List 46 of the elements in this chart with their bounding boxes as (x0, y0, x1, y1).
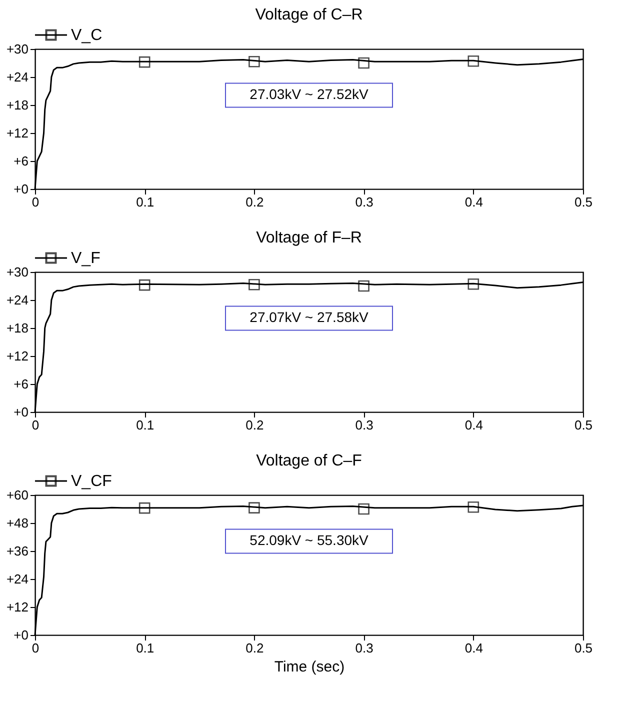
y-tick-label: +0 (14, 404, 28, 420)
x-tick-label: 0 (32, 418, 40, 432)
x-tick-label: 0.2 (246, 418, 264, 432)
x-tick-label: 0.2 (246, 640, 264, 656)
y-tick-label: +24 (6, 292, 28, 308)
annotation: 52.09kV ~ 55.30kV (250, 532, 370, 548)
x-tick-label: 0.4 (464, 194, 483, 210)
y-tick-label: +30 (6, 264, 28, 280)
x-axis-title: Time (sec) (274, 658, 345, 676)
chart-title: Voltage of C–F (256, 452, 362, 470)
y-tick-label: +12 (6, 126, 28, 140)
legend-label: V_C (71, 27, 102, 44)
x-tick-label: 0 (32, 194, 40, 210)
y-tick-label: +18 (6, 98, 28, 112)
y-tick-label: +24 (6, 70, 28, 84)
y-tick-label: +36 (6, 544, 28, 558)
x-tick-label: 0.4 (464, 640, 483, 656)
x-tick-label: 0.3 (355, 640, 374, 656)
legend-label: V_CF (71, 473, 112, 490)
x-tick-label: 0 (32, 640, 40, 656)
y-tick-label: +60 (6, 488, 28, 502)
x-tick-label: 0.3 (355, 418, 374, 432)
y-tick-label: +6 (14, 376, 28, 392)
annotation: 27.03kV ~ 27.52kV (250, 86, 370, 102)
y-tick-label: +24 (6, 572, 28, 586)
x-tick-label: 0.1 (136, 194, 154, 210)
x-tick-label: 0.5 (574, 418, 593, 432)
y-tick-label: +48 (6, 516, 28, 530)
x-tick-label: 0.2 (246, 194, 264, 210)
x-tick-label: 0.5 (574, 194, 593, 210)
y-tick-label: +0 (14, 182, 28, 196)
y-tick-label: +18 (6, 320, 28, 336)
x-tick-label: 0.3 (355, 194, 374, 210)
y-tick-label: +6 (14, 154, 28, 168)
x-tick-label: 0.5 (574, 640, 593, 656)
y-tick-label: +0 (14, 628, 28, 642)
x-tick-label: 0.1 (136, 640, 154, 656)
legend-label: V_F (71, 250, 101, 267)
annotation: 27.07kV ~ 27.58kV (250, 309, 370, 326)
x-tick-label: 0.4 (464, 418, 483, 432)
y-tick-label: +12 (6, 600, 28, 614)
y-tick-label: +30 (6, 42, 28, 56)
chart-title: Voltage of F–R (256, 229, 362, 246)
x-tick-label: 0.1 (136, 418, 154, 432)
chart-title: Voltage of C–R (255, 6, 363, 24)
y-tick-label: +12 (6, 348, 28, 364)
